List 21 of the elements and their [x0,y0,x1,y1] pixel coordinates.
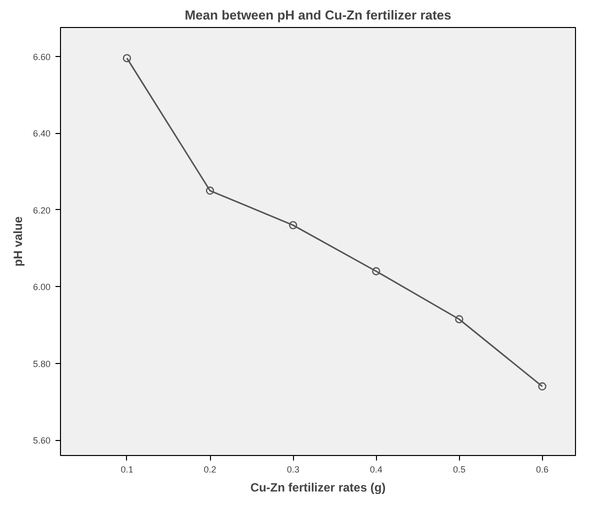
x-tick-label: 0.4 [370,464,382,474]
x-tick-label: 0.3 [286,464,300,474]
y-tick-label: 6.40 [32,128,51,139]
point [372,267,380,276]
point [206,186,214,195]
y-axis-title: pH value [10,216,25,267]
y-tick-label: 6.20 [32,205,51,216]
x-tick-label: 0.6 [536,464,549,474]
point [122,54,132,62]
chart-title: Mean between pH and Cu-Zn fertilizer rates [184,8,452,22]
y-tick-label: 5.80 [32,358,51,369]
x-tick-label: 0.2 [204,464,216,474]
x-tick-label: 0.5 [452,464,466,474]
y-tick-label: 6.00 [32,282,51,292]
point [538,382,546,390]
x-tick-label: 0.1 [120,464,134,474]
point [455,315,464,324]
x-axis-title: Cu-Zn fertilizer rates (g) [250,480,386,494]
point [288,221,298,230]
y-tick-label: 5.60 [32,436,51,446]
y-tick-label: 6.60 [32,52,51,62]
